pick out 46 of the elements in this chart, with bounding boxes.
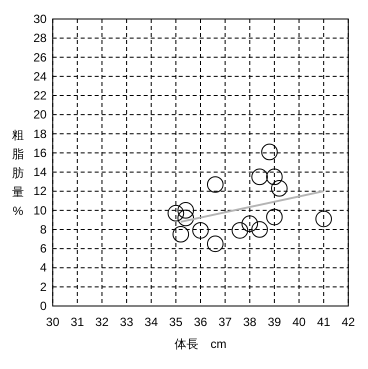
y-tick-label: 6 (40, 242, 48, 256)
y-tick-label: 0 (40, 299, 48, 313)
x-tick-label: 36 (194, 315, 208, 329)
point (172, 226, 190, 243)
x-tick-label: 35 (169, 315, 183, 329)
y-tick-label: 8 (40, 222, 48, 236)
y-tick-label: 24 (33, 69, 48, 84)
x-tick-label: 32 (95, 315, 109, 329)
point (206, 236, 224, 252)
y-axis-title: 粗脂肪量% (12, 128, 24, 218)
point (261, 144, 278, 160)
point (251, 168, 268, 186)
y-tick-label: 30 (33, 12, 48, 26)
y-tick-label: 4 (40, 260, 48, 275)
point (206, 176, 224, 193)
x-tick-label: 40 (292, 315, 306, 329)
x-tick-label: 42 (342, 315, 356, 329)
y-tick-label: 28 (33, 31, 48, 46)
point (241, 215, 258, 232)
y-tick-label: 10 (33, 203, 48, 218)
point (266, 208, 283, 226)
x-tick-label: 34 (144, 315, 158, 329)
point (177, 202, 194, 219)
y-tick-label: 16 (33, 146, 48, 160)
point (177, 210, 194, 226)
y-tick-label: 20 (33, 108, 48, 122)
point (271, 180, 288, 197)
y-tick-label: 2 (40, 280, 48, 294)
point (168, 204, 184, 222)
x-tick-label: 33 (120, 315, 134, 329)
y-tick-label: 22 (33, 88, 48, 103)
x-tick-label: 37 (218, 315, 232, 329)
y-tick-label: 14 (33, 165, 48, 180)
point (251, 221, 268, 238)
x-tick-label: 39 (268, 315, 282, 329)
y-tick-label: 18 (33, 126, 48, 141)
y-tick-label: 26 (33, 50, 48, 64)
point (192, 222, 209, 239)
point (232, 222, 248, 239)
x-tick-label: 38 (243, 315, 257, 329)
x-tick-label: 31 (70, 315, 84, 329)
point (266, 168, 283, 186)
x-axis-title: 体長 cm (174, 337, 226, 351)
x-tick-label: 41 (316, 315, 331, 329)
point (315, 210, 332, 228)
y-tick-label: 12 (33, 184, 48, 198)
